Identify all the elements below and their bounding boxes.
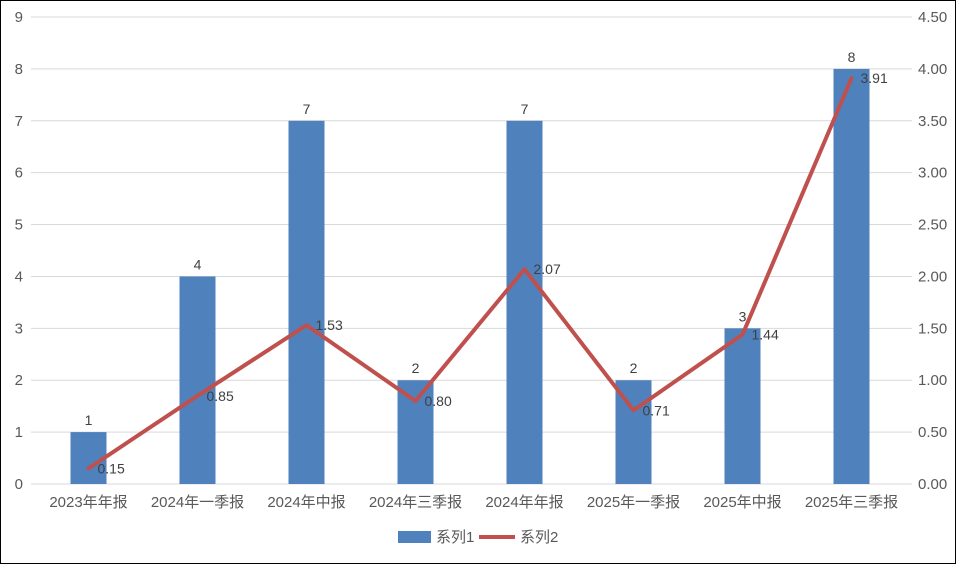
right-axis-tick-label: 1.50 [918,320,947,337]
left-axis-tick-label: 5 [15,217,23,234]
bar [288,120,325,485]
bar [397,380,434,484]
left-axis-tick-label: 9 [15,9,23,26]
bar [833,68,870,484]
category-label: 2024年年报 [485,494,563,511]
right-axis-tick-label: 2.50 [918,217,947,234]
line-data-label: 0.80 [425,393,452,409]
right-axis-tick-label: 2.00 [918,268,947,285]
category-label: 2023年年报 [49,494,127,511]
category-label: 2024年一季报 [151,494,244,511]
gridlines [31,16,912,485]
line-data-label: 0.71 [643,402,670,418]
left-axis-tick-label: 0 [15,476,23,493]
line-series [86,76,854,471]
bar-data-label: 3 [739,308,747,324]
legend-label-series2: 系列2 [520,529,558,546]
legend: 系列1 系列2 [398,529,558,546]
line-data-label: 2.07 [534,261,561,277]
left-axis-tick-label: 6 [15,165,23,182]
category-label: 2024年中报 [267,494,345,511]
right-axis-tick-label: 0.00 [918,476,947,493]
right-axis-tick-label: 4.00 [918,61,947,78]
line-data-label: 1.44 [752,327,779,343]
line-data-label: 3.91 [861,70,888,86]
left-axis-tick-label: 4 [15,268,23,285]
left-axis-tick-label: 3 [15,320,23,337]
category-label: 2025年中报 [703,494,781,511]
bar-data-label: 8 [848,49,856,65]
bar-data-label: 7 [303,101,311,117]
category-label: 2025年三季报 [805,494,898,511]
left-axis-tick-label: 7 [15,113,23,130]
line-data-label: 0.85 [207,388,234,404]
category-label: 2024年三季报 [369,494,462,511]
category-label: 2025年一季报 [587,494,680,511]
right-axis-tick-label: 1.00 [918,372,947,389]
bar-data-label: 2 [630,360,638,376]
bar-data-label: 2 [412,360,420,376]
bar-data-label: 1 [85,412,93,428]
axis-tick-labels: 0 0.00 1 0.50 2 1.00 3 1.50 4 2.00 5 2.50 6 3.00 7 3.50… [15,9,948,511]
legend-label-series1: 系列1 [436,529,474,546]
bar [724,328,761,484]
left-axis-tick-label: 2 [15,372,23,389]
right-axis-tick-label: 3.50 [918,113,947,130]
right-axis-tick-label: 0.50 [918,424,947,441]
bar-data-label: 4 [194,256,202,272]
line-data-label: 0.15 [98,460,125,476]
right-axis-tick-label: 4.50 [918,9,947,26]
right-axis-tick-label: 3.00 [918,165,947,182]
left-axis-tick-label: 1 [15,424,23,441]
bar [179,276,216,484]
legend-bar-swatch [398,531,431,543]
bar-data-label: 7 [521,101,529,117]
line-data-label: 1.53 [316,317,343,333]
left-axis-tick-label: 8 [15,61,23,78]
data-labels: 1 4 7 2 7 2 3 8 0.15 0.85 1.53 0.80 2.07 0.71 1.44 3.91 [85,49,888,477]
line [86,76,854,471]
bar [506,120,543,485]
